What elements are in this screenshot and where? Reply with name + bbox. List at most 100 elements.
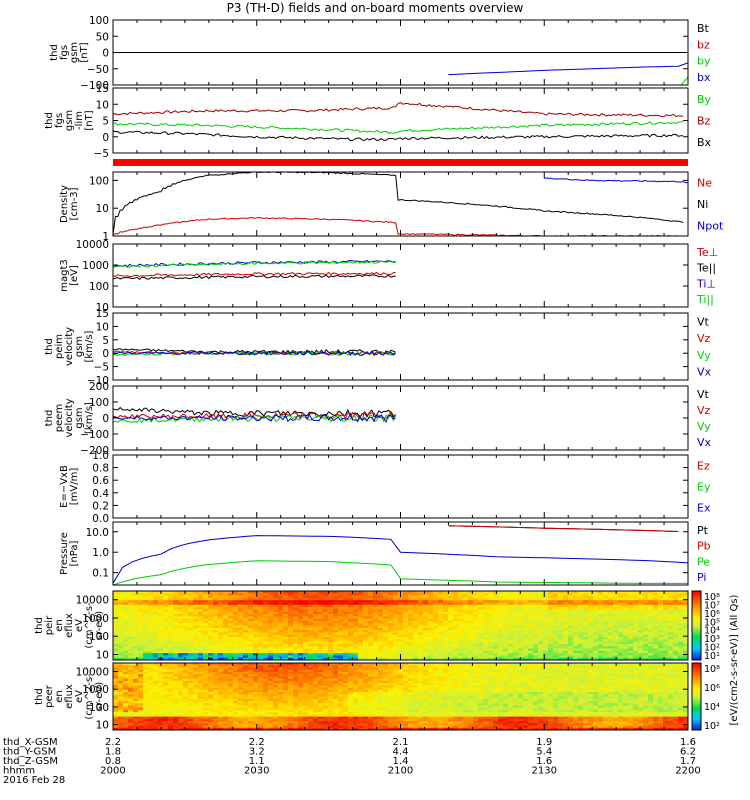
heatmap-cell xyxy=(608,614,614,617)
heatmap-cell xyxy=(173,653,179,656)
heatmap-cell xyxy=(223,657,229,661)
heatmap-cell xyxy=(533,604,539,608)
heatmap-cell xyxy=(238,627,244,631)
heatmap-cell xyxy=(583,653,589,656)
heatmap-cell xyxy=(683,639,689,642)
heatmap-cell xyxy=(453,657,459,661)
heatmap-cell xyxy=(388,609,394,612)
heatmap-cell xyxy=(153,712,159,715)
heatmap-cell xyxy=(668,637,674,640)
heatmap-cell xyxy=(183,637,189,640)
heatmap-cell xyxy=(383,614,389,617)
heatmap-cell xyxy=(178,597,184,601)
heatmap-cell xyxy=(128,709,134,713)
heatmap-cell xyxy=(223,607,229,610)
heatmap-cell xyxy=(253,657,259,661)
plot-area-pressure xyxy=(113,525,688,585)
heatmap-cell xyxy=(243,674,249,677)
heatmap-cell xyxy=(508,646,514,649)
heatmap-cell xyxy=(228,667,234,670)
heatmap-cell xyxy=(188,609,194,612)
heatmap-cell xyxy=(193,707,199,711)
heatmap-cell xyxy=(518,641,524,645)
heatmap-cell xyxy=(323,600,329,603)
heatmap-cell xyxy=(128,725,134,729)
heatmap-cell xyxy=(458,607,464,610)
heatmap-cell xyxy=(518,648,524,652)
heatmap-cell xyxy=(493,657,499,661)
heatmap-cell xyxy=(213,609,219,612)
heatmap-cell xyxy=(393,630,399,633)
heatmap-cell xyxy=(188,674,194,677)
heatmap-cell xyxy=(533,634,539,638)
heatmap-cell xyxy=(178,667,184,670)
heatmap-cell xyxy=(268,595,274,599)
heatmap-cell xyxy=(398,632,404,635)
heatmap-cell xyxy=(213,705,219,708)
heatmap-cell xyxy=(413,637,419,640)
heatmap-cell xyxy=(173,648,179,652)
heatmap-cell xyxy=(118,687,124,691)
heatmap-cell xyxy=(678,623,684,626)
heatmap-cell xyxy=(538,609,544,612)
heatmap-cell xyxy=(163,627,169,631)
heatmap-cell xyxy=(208,643,214,647)
heatmap-cell xyxy=(463,646,469,649)
heatmap-cell xyxy=(178,663,184,666)
heatmap-cell xyxy=(183,614,189,617)
heatmap-cell xyxy=(193,600,199,603)
heatmap-cell xyxy=(128,618,134,622)
heatmap-cell xyxy=(498,591,504,594)
heatmap-cell xyxy=(223,694,229,697)
heatmap-cell xyxy=(193,595,199,599)
heatmap-cell xyxy=(323,602,329,606)
heatmap-cell xyxy=(363,637,369,640)
heatmap-cell xyxy=(188,707,194,711)
heatmap-cell xyxy=(258,597,264,601)
heatmap-cell xyxy=(518,618,524,622)
heatmap-cell xyxy=(268,618,274,622)
heatmap-cell xyxy=(213,632,219,635)
heatmap-cell xyxy=(128,623,134,626)
heatmap-cell xyxy=(318,607,324,610)
heatmap-cell xyxy=(228,705,234,708)
heatmap-cell xyxy=(173,689,179,693)
heatmap-cell xyxy=(123,611,129,615)
heatmap-cell xyxy=(198,725,204,729)
heatmap-cell xyxy=(268,607,274,610)
heatmap-cell xyxy=(448,641,454,645)
heatmap-cell xyxy=(248,696,254,700)
heatmap-cell xyxy=(618,609,624,612)
heatmap-cell xyxy=(308,653,314,656)
heatmap-cell xyxy=(593,650,599,654)
heatmap-cell xyxy=(218,634,224,638)
heatmap-cell xyxy=(428,641,434,645)
y-axis-label: thd xyxy=(44,338,55,355)
heatmap-cell xyxy=(308,591,314,594)
heatmap-cell xyxy=(468,641,474,645)
heatmap-cell xyxy=(608,623,614,626)
heatmap-cell xyxy=(138,676,144,679)
heatmap-cell xyxy=(148,689,154,693)
heatmap-cell xyxy=(178,618,184,622)
heatmap-cell xyxy=(253,680,259,684)
heatmap-cell xyxy=(148,634,154,638)
heatmap-cell xyxy=(348,623,354,626)
heatmap-cell xyxy=(473,634,479,638)
heatmap-cell xyxy=(373,646,379,649)
heatmap-cell xyxy=(368,611,374,615)
heatmap-cell xyxy=(433,607,439,610)
heatmap-cell xyxy=(663,650,669,654)
heatmap-cell xyxy=(273,620,279,624)
heatmap-cell xyxy=(418,620,424,624)
heatmap-cell xyxy=(233,595,239,599)
heatmap-cell xyxy=(423,597,429,601)
heatmap-cell xyxy=(583,618,589,622)
heatmap-cell xyxy=(413,604,419,608)
heatmap-cell xyxy=(203,609,209,612)
heatmap-cell xyxy=(358,655,364,658)
heatmap-cell xyxy=(418,637,424,640)
heatmap-cell xyxy=(238,593,244,596)
heatmap-cell xyxy=(633,627,639,631)
heatmap-cell xyxy=(218,703,224,706)
